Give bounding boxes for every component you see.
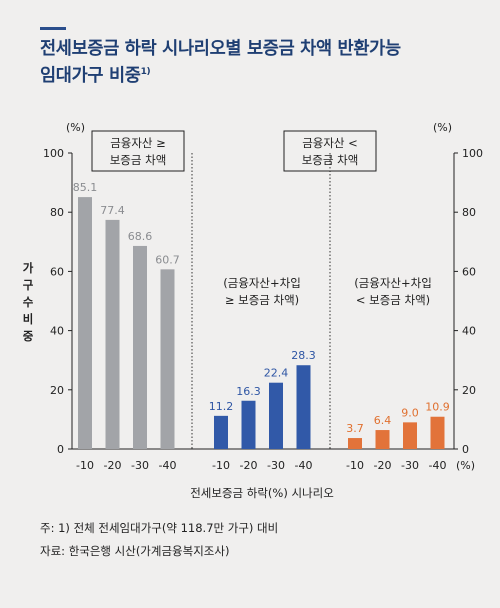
bar: [241, 400, 256, 449]
bar-value-label: 16.3: [236, 385, 261, 398]
y-axis-label-char: 중: [23, 329, 34, 343]
x-tick-label: -30: [131, 459, 149, 472]
y-tick-label-left: 0: [57, 443, 64, 456]
bar-value-label: 28.3: [291, 349, 316, 362]
x-tick-label: -30: [267, 459, 285, 472]
bar-value-label: 6.4: [374, 414, 392, 427]
y-unit-left: (%): [66, 121, 85, 134]
y-tick-label-left: 100: [43, 147, 64, 160]
bar: [160, 269, 175, 449]
x-tick-label: -40: [429, 459, 447, 472]
title-footnote-mark: 1): [140, 67, 151, 77]
group-label-line1: (금융자산+차입: [354, 276, 432, 290]
y-tick-label-right: 0: [462, 443, 469, 456]
x-tick-label: -40: [159, 459, 177, 472]
x-tick-label: -30: [401, 459, 419, 472]
bar-value-label: 22.4: [264, 367, 289, 380]
bar: [403, 422, 417, 449]
x-unit: (%): [456, 459, 475, 472]
bar-value-label: 77.4: [100, 204, 125, 217]
annotation-box-line2: 보증금 차액: [110, 153, 167, 167]
bar: [269, 382, 283, 449]
bar: [133, 245, 147, 449]
y-axis-label-char: 구: [23, 278, 34, 292]
x-tick-label: -20: [240, 459, 258, 472]
y-unit-right: (%): [433, 121, 452, 134]
x-tick-label: -20: [104, 459, 122, 472]
y-tick-label-right: 20: [462, 384, 476, 397]
x-tick-label: -10: [212, 459, 230, 472]
y-tick-label-right: 80: [462, 206, 476, 219]
annotation-box-line2: 보증금 차액: [302, 153, 359, 167]
x-axis-label: 전세보증금 하락(%) 시나리오: [190, 486, 334, 500]
y-axis-label-char: 수: [23, 295, 34, 309]
y-tick-label-left: 80: [50, 206, 64, 219]
chart-title-line2-text: 임대가구 비중: [40, 66, 141, 86]
y-tick-label-right: 100: [462, 147, 483, 160]
group-label-line1: (금융자산+차입: [223, 276, 301, 290]
footnote: 주: 1) 전체 전세임대가구(약 118.7만 가구) 대비: [40, 521, 279, 535]
group-label-line2: ≥ 보증금 차액): [225, 293, 299, 307]
x-tick-label: -40: [295, 459, 313, 472]
y-axis-label-char: 가: [23, 261, 34, 275]
bar-value-label: 3.7: [346, 422, 364, 435]
source-note: 자료: 한국은행 시산(가계금융복지조사): [40, 544, 230, 558]
chart-title-line1: 전세보증금 하락 시나리오별 보증금 차액 반환가능: [40, 39, 401, 59]
y-tick-label-right: 60: [462, 265, 476, 278]
bar: [296, 365, 311, 449]
group-label-line2: < 보증금 차액): [356, 293, 430, 307]
bar-value-label: 85.1: [73, 181, 98, 194]
y-axis-label-char: 비: [23, 312, 34, 326]
bar: [375, 430, 390, 449]
bar: [430, 416, 445, 449]
bar-value-label: 10.9: [425, 401, 450, 414]
annotation-box: [283, 130, 377, 172]
chart-title: 전세보증금 하락 시나리오별 보증금 차액 반환가능 임대가구 비중1): [40, 38, 480, 88]
title-accent-bar: [40, 27, 66, 30]
bar-value-label: 60.7: [155, 253, 180, 266]
x-tick-label: -10: [76, 459, 94, 472]
bar: [78, 197, 92, 449]
bar: [214, 415, 228, 449]
bar-value-label: 68.6: [128, 230, 153, 243]
annotation-box-line1: 금융자산 ≥: [110, 136, 166, 150]
annotation-box-line1: 금융자산 <: [302, 136, 358, 150]
annotation-box: [91, 130, 185, 172]
y-tick-label-left: 60: [50, 265, 64, 278]
bar-value-label: 9.0: [401, 406, 419, 419]
bar: [348, 438, 362, 449]
bar-value-label: 11.2: [209, 400, 234, 413]
x-tick-label: -20: [374, 459, 392, 472]
chart-title-line2: 임대가구 비중1): [40, 61, 480, 88]
x-tick-label: -10: [346, 459, 364, 472]
y-tick-label-left: 40: [50, 325, 64, 338]
bar: [105, 219, 120, 449]
y-tick-label-left: 20: [50, 384, 64, 397]
y-tick-label-right: 40: [462, 325, 476, 338]
